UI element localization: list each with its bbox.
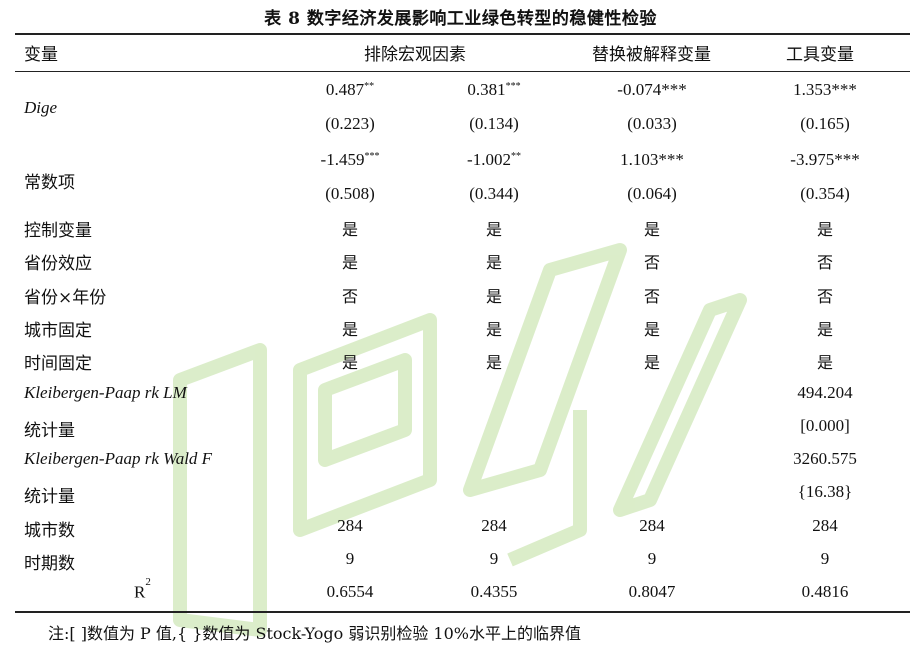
table-cell: 9 xyxy=(345,549,355,568)
table-cell: (0.508) xyxy=(325,184,375,203)
table-title: 表 8 数字经济发展影响工业绿色转型的稳健性检验 xyxy=(264,9,657,29)
table-cell: 是 xyxy=(341,353,359,372)
header-variable: 变量 xyxy=(24,45,58,65)
table-cell: 0.4355 xyxy=(470,582,518,601)
table-cell: 是 xyxy=(341,320,359,339)
table-cell: {16.38} xyxy=(797,482,853,501)
table-cell: -3.975*** xyxy=(790,150,860,169)
row-label: 省份效应 xyxy=(24,254,92,274)
row-label: 省份×年份 xyxy=(24,288,107,308)
row-label: Kleibergen-Paap rk Wald F xyxy=(24,449,213,468)
table-cell: 是 xyxy=(643,353,661,372)
row-label: 常数项 xyxy=(24,173,75,193)
table-cell: 0.487** xyxy=(325,80,375,99)
table-cell: 284 xyxy=(481,516,507,535)
table-cell: 9 xyxy=(489,549,499,568)
table-cell: 是 xyxy=(643,220,661,239)
table-cell: 是 xyxy=(643,320,661,339)
table-cell: 否 xyxy=(341,287,359,306)
table-cell: 否 xyxy=(643,253,661,272)
table-cell: 是 xyxy=(485,220,503,239)
table-cell: 0.4816 xyxy=(801,582,849,601)
table-cell: 是 xyxy=(485,320,503,339)
table-cell: 284 xyxy=(639,516,665,535)
row-label: 统计量 xyxy=(24,487,75,507)
table-cell: 否 xyxy=(643,287,661,306)
table-note: 注:[ ]数值为 P 值,{ }数值为 Stock-Yogo 弱识别检验 10%… xyxy=(48,624,581,643)
table-cell: (0.354) xyxy=(800,184,850,203)
table-cell: 是 xyxy=(816,353,834,372)
table-cell: 284 xyxy=(812,516,838,535)
row-label: 统计量 xyxy=(24,421,75,441)
top-rule xyxy=(15,33,910,35)
bottom-rule xyxy=(15,611,910,613)
table-cell: 是 xyxy=(341,253,359,272)
table-cell: 是 xyxy=(816,220,834,239)
table-cell: 0.6554 xyxy=(326,582,374,601)
row-label: Dige xyxy=(24,98,58,117)
header-exclude-macro: 排除宏观因素 xyxy=(364,45,466,65)
table-cell: (0.344) xyxy=(469,184,519,203)
table-cell: (0.134) xyxy=(469,114,519,133)
table-cell: 是 xyxy=(485,287,503,306)
row-label: 时间固定 xyxy=(24,354,92,374)
header-rule xyxy=(15,71,910,72)
row-label: 城市数 xyxy=(24,521,75,541)
r-squared-label: R2 xyxy=(134,576,151,602)
table-cell: 284 xyxy=(337,516,363,535)
row-label: 城市固定 xyxy=(24,321,92,341)
table-cell: (0.064) xyxy=(627,184,677,203)
table-cell: (0.223) xyxy=(325,114,375,133)
table-cell: (0.165) xyxy=(800,114,850,133)
table-cell: 0.381*** xyxy=(467,80,521,99)
table-cell: 494.204 xyxy=(797,383,853,402)
table-cell: -0.074*** xyxy=(617,80,687,99)
table-cell: 是 xyxy=(485,353,503,372)
table-cell: -1.459*** xyxy=(320,150,380,169)
table-cell: (0.033) xyxy=(627,114,677,133)
table-cell: 0.8047 xyxy=(628,582,676,601)
table-cell: 1.103*** xyxy=(620,150,684,169)
row-label: 控制变量 xyxy=(24,221,92,241)
table-cell: 9 xyxy=(647,549,657,568)
table-cell: 是 xyxy=(816,320,834,339)
table-cell: -1.002** xyxy=(467,150,521,169)
header-replace-dependent: 替换被解释变量 xyxy=(592,45,711,65)
table-cell: 1.353*** xyxy=(793,80,857,99)
header-instrument: 工具变量 xyxy=(786,45,854,65)
table-cell: 是 xyxy=(341,220,359,239)
table-cell: 是 xyxy=(485,253,503,272)
table-cell: 否 xyxy=(816,253,834,272)
row-label: Kleibergen-Paap rk LM xyxy=(24,383,187,402)
row-label: 时期数 xyxy=(24,554,75,574)
table-cell: 3260.575 xyxy=(793,449,857,468)
table-cell: 9 xyxy=(820,549,830,568)
table-cell: 否 xyxy=(816,287,834,306)
table-cell: [0.000] xyxy=(800,416,850,435)
